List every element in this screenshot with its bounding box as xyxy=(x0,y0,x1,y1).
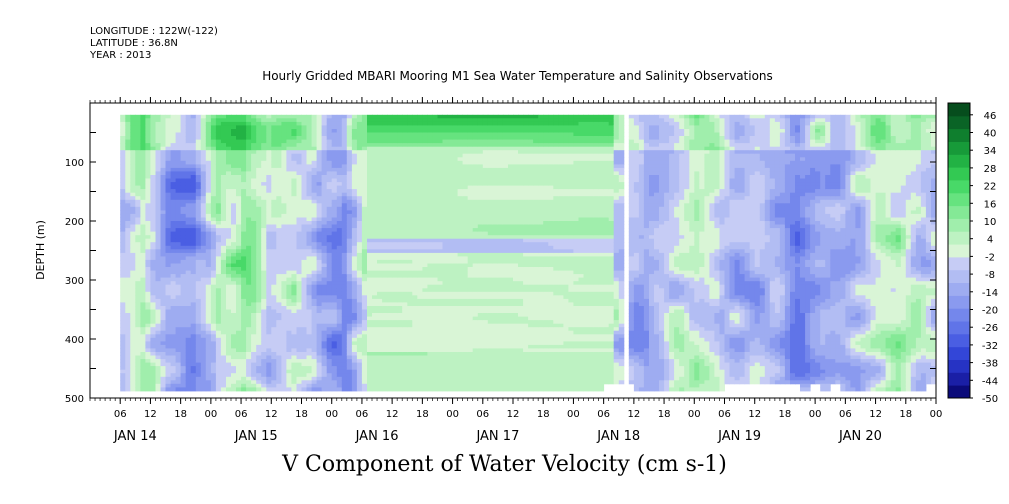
colorbar-label: -26 xyxy=(982,323,998,334)
axes: 06 12 18 00 06 12 18 00 06 12 18 00 06 12 18 00 06 12 18 00… xyxy=(65,97,942,444)
colorbar-segment xyxy=(948,218,970,232)
colorbar-segment xyxy=(948,295,970,309)
hour-tick-label: 12 xyxy=(869,409,882,420)
hour-tick-label: 18 xyxy=(416,409,429,420)
hour-tick-label: 06 xyxy=(235,409,248,420)
year-label: YEAR : 2013 xyxy=(90,50,152,61)
hour-tick-label: 00 xyxy=(809,409,822,420)
hour-tick-label: 06 xyxy=(114,409,127,420)
depth-tick-label: 400 xyxy=(65,335,84,346)
colorbar-segment xyxy=(948,256,970,271)
colorbar-segment xyxy=(948,167,970,181)
colorbar-label: -38 xyxy=(982,359,998,370)
hour-tick-label: 12 xyxy=(507,409,520,420)
chart-title: Hourly Gridded MBARI Mooring M1 Sea Wate… xyxy=(262,69,773,83)
colorbar-label: -50 xyxy=(982,394,998,405)
colorbar-segment xyxy=(948,141,970,155)
colorbar-segment xyxy=(948,128,970,142)
day-label: JAN 19 xyxy=(717,429,761,444)
depth-tick-label: 200 xyxy=(65,217,84,228)
colorbar-label: 40 xyxy=(984,129,997,140)
colorbar: 46 40 34 28 22 16 10 4 -2 -8 -14 -20 -26 -32 -38 -44 -50 xyxy=(947,102,998,405)
hour-tick-label: 00 xyxy=(446,409,459,420)
hour-tick-label: 06 xyxy=(476,409,489,420)
colorbar-segment xyxy=(948,321,970,335)
colorbar-label: 34 xyxy=(984,146,997,157)
hour-tick-label: 00 xyxy=(930,409,943,420)
colorbar-segment xyxy=(948,333,970,348)
hour-tick-label: 18 xyxy=(174,409,187,420)
hour-tick-label: 12 xyxy=(144,409,157,420)
hour-tick-label: 06 xyxy=(356,409,369,420)
hour-tick-label: 18 xyxy=(537,409,550,420)
colorbar-label: -44 xyxy=(982,376,998,387)
longitude-label: LONGITUDE : 122W(-122) xyxy=(90,26,218,37)
colorbar-segment xyxy=(948,231,970,245)
heatmap-field xyxy=(120,114,936,392)
colorbar-label: 22 xyxy=(984,182,997,193)
day-label: JAN 20 xyxy=(838,429,882,444)
colorbar-label: 16 xyxy=(984,199,997,210)
day-label: JAN 18 xyxy=(596,429,640,444)
hour-tick-label: 12 xyxy=(386,409,399,420)
colorbar-segment xyxy=(948,180,970,194)
colorbar-segment xyxy=(948,103,970,117)
colorbar-segment xyxy=(948,385,970,399)
hour-tick-label: 18 xyxy=(658,409,671,420)
colorbar-label: 46 xyxy=(984,111,997,122)
colorbar-segment xyxy=(948,244,970,258)
colorbar-segment xyxy=(948,154,970,168)
day-label: JAN 14 xyxy=(113,429,157,444)
day-label: JAN 17 xyxy=(475,429,519,444)
y-axis-label: DEPTH (m) xyxy=(34,220,47,280)
hour-tick-label: 18 xyxy=(899,409,912,420)
colorbar-label: -14 xyxy=(982,288,998,299)
colorbar-segment xyxy=(948,372,970,386)
hour-tick-label: 18 xyxy=(295,409,308,420)
depth-tick-label: 500 xyxy=(65,394,84,405)
day-label: JAN 15 xyxy=(234,429,278,444)
colorbar-segment xyxy=(948,205,970,219)
hour-tick-label: 00 xyxy=(688,409,701,420)
colorbar-segment xyxy=(948,269,970,283)
hour-tick-label: 06 xyxy=(718,409,731,420)
colorbar-label: 10 xyxy=(984,217,997,228)
day-label: JAN 16 xyxy=(355,429,399,444)
hour-tick-label: 12 xyxy=(748,409,761,420)
hour-tick-label: 06 xyxy=(597,409,610,420)
colorbar-label: -8 xyxy=(985,270,995,281)
colorbar-segment xyxy=(948,359,970,373)
colorbar-label: -2 xyxy=(985,252,995,263)
hour-tick-label: 18 xyxy=(779,409,792,420)
depth-tick-label: 100 xyxy=(65,158,84,169)
colorbar-segment xyxy=(948,308,970,322)
hour-tick-label: 00 xyxy=(325,409,338,420)
chart-caption: V Component of Water Velocity (cm s-1) xyxy=(282,452,727,477)
colorbar-frame xyxy=(947,102,971,399)
colorbar-segment xyxy=(948,115,970,130)
colorbar-label: 28 xyxy=(984,164,997,175)
hour-tick-label: 06 xyxy=(839,409,852,420)
hour-tick-label: 12 xyxy=(265,409,278,420)
colorbar-label: -20 xyxy=(982,306,998,317)
depth-tick-label: 300 xyxy=(65,276,84,287)
colorbar-label: -32 xyxy=(982,341,998,352)
hour-tick-label: 00 xyxy=(567,409,580,420)
hour-tick-label: 00 xyxy=(204,409,217,420)
colorbar-segment xyxy=(948,346,970,360)
colorbar-segment xyxy=(948,282,970,296)
hour-tick-label: 12 xyxy=(627,409,640,420)
latitude-label: LATITUDE : 36.8N xyxy=(90,38,178,49)
colorbar-segment xyxy=(948,192,970,207)
colorbar-label: 4 xyxy=(987,235,993,246)
